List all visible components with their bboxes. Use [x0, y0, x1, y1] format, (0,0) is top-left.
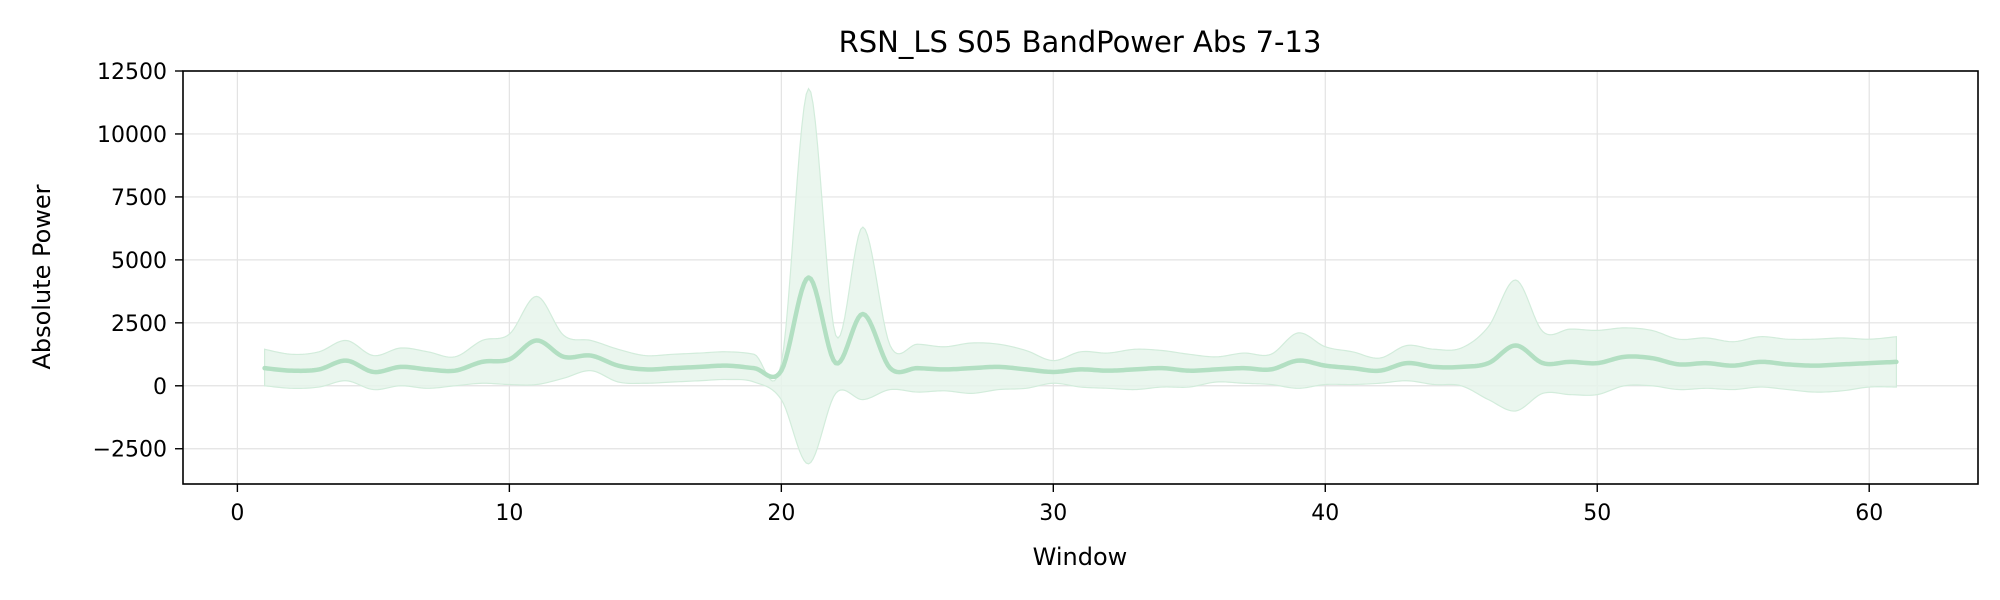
- y-tick-label: 7500: [111, 186, 167, 211]
- series-line: [262, 275, 1899, 380]
- x-tick-label: 20: [767, 501, 795, 526]
- x-axis-label: Window: [1033, 543, 1128, 571]
- y-tick-label: 10000: [97, 123, 167, 148]
- x-tick-label: 30: [1039, 501, 1067, 526]
- mean-line: [262, 275, 1899, 380]
- y-tick-label: −2500: [93, 438, 167, 463]
- axis-ticks: 0 10 20 30 40 50 60 −2500 0 2500 5000 7500 10000 1250…: [93, 60, 1884, 526]
- x-tick-label: 40: [1311, 501, 1339, 526]
- plot-frame: [182, 70, 1979, 485]
- x-tick-label: 60: [1855, 501, 1883, 526]
- x-tick-label: 10: [495, 501, 523, 526]
- y-tick-label: 2500: [111, 312, 167, 337]
- y-axis-label: Absolute Power: [28, 184, 56, 369]
- x-tick-label: 0: [230, 501, 244, 526]
- y-tick-label: 12500: [97, 60, 167, 85]
- y-tick-label: 0: [153, 375, 167, 400]
- y-tick-label: 5000: [111, 249, 167, 274]
- x-tick-label: 50: [1583, 501, 1611, 526]
- chart-title: RSN_LS S05 BandPower Abs 7-13: [839, 25, 1322, 59]
- grid: [183, 70, 1978, 484]
